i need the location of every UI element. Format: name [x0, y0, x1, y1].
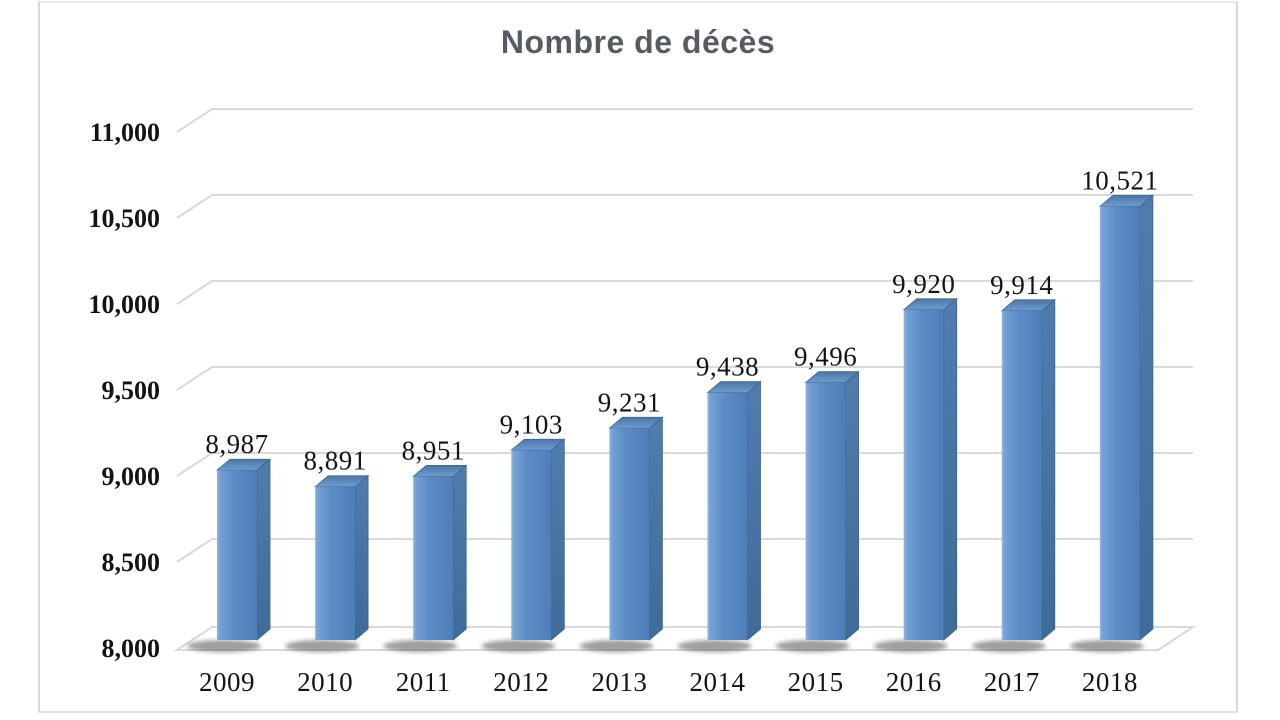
- chart-title: Nombre de décès: [500, 24, 776, 60]
- chart-frame: [38, 1, 1238, 713]
